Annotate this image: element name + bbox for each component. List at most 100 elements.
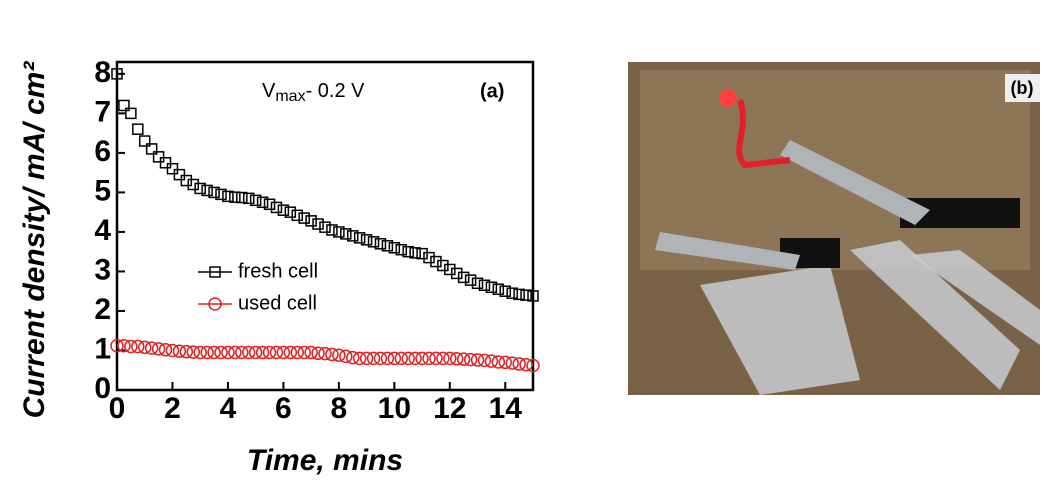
x-tick-label: 14	[489, 392, 523, 425]
marker-square	[166, 162, 179, 175]
marker-circle	[456, 352, 471, 366]
marker-square	[194, 182, 206, 195]
x-tick-label: 12	[433, 392, 466, 425]
marker-square	[209, 266, 221, 278]
marker-square	[381, 240, 394, 252]
marker-square	[277, 204, 290, 216]
x-tick-label: 6	[275, 392, 292, 425]
marker-square	[485, 281, 498, 294]
x-axis-title: Time, mins	[247, 444, 403, 477]
marker-circle	[477, 353, 492, 368]
marker-circle	[144, 341, 159, 355]
marker-circle	[387, 351, 402, 366]
marker-circle	[235, 345, 249, 360]
electrode-strip	[850, 240, 1020, 390]
panel-label: (a)	[480, 80, 504, 102]
annotation-part: max	[275, 88, 305, 105]
marker-circle	[373, 351, 388, 366]
marker-circle	[512, 357, 526, 371]
y-tick-label: 1	[94, 332, 111, 365]
marker-square	[118, 99, 130, 112]
marker-circle	[200, 345, 214, 360]
marker-circle	[359, 351, 374, 366]
marker-square	[256, 196, 269, 209]
clip	[780, 140, 930, 225]
marker-square	[291, 209, 304, 222]
marker-square	[416, 247, 428, 260]
y-tick-label: 3	[94, 253, 111, 286]
marker-square	[395, 243, 408, 256]
marker-circle	[207, 345, 221, 360]
marker-square	[138, 135, 151, 147]
marker-square	[478, 279, 491, 292]
marker-square	[499, 285, 512, 297]
marker-square	[159, 157, 172, 169]
marker-circle	[484, 354, 499, 368]
marker-square	[145, 143, 158, 155]
y-tick-label: 7	[94, 95, 111, 128]
annotation-part: V	[262, 80, 276, 102]
marker-circle	[276, 345, 291, 360]
marker-square	[326, 224, 338, 236]
marker-circle	[332, 348, 346, 362]
marker-circle	[179, 344, 194, 359]
marker-square	[374, 238, 387, 250]
marker-circle	[214, 345, 228, 360]
marker-circle	[290, 345, 305, 360]
plot-frame	[115, 60, 535, 392]
marker-square	[284, 206, 297, 218]
marker-square	[402, 245, 414, 258]
y-tick-label: 5	[94, 174, 111, 207]
marker-square	[437, 259, 449, 272]
marker-circle	[339, 349, 353, 364]
x-tick-label: 8	[331, 392, 348, 425]
legend-label: used cell	[238, 292, 317, 314]
marker-square	[319, 221, 331, 233]
marker-square	[464, 274, 477, 286]
marker-circle	[422, 351, 436, 366]
marker-square	[409, 247, 421, 259]
marker-circle	[297, 345, 311, 360]
marker-square	[173, 168, 186, 181]
marker-square	[360, 234, 373, 246]
marker-square	[353, 232, 366, 244]
marker-circle	[366, 351, 381, 366]
marker-circle	[241, 345, 256, 360]
marker-circle	[248, 345, 263, 360]
marker-circle	[470, 353, 485, 367]
marker-square	[222, 190, 234, 203]
marker-circle	[505, 356, 519, 370]
marker-circle	[124, 339, 138, 354]
marker-circle	[151, 342, 166, 356]
marker-square	[333, 226, 345, 238]
marker-square	[367, 236, 380, 248]
marker-circle	[519, 357, 533, 372]
y-tick-label: 4	[94, 214, 111, 247]
marker-square	[430, 255, 442, 268]
marker-circle	[137, 340, 152, 355]
marker-circle	[345, 350, 360, 365]
marker-circle	[208, 297, 222, 311]
marker-square	[444, 263, 456, 276]
marker-square	[180, 174, 193, 187]
marker-circle	[352, 351, 367, 366]
marker-square	[520, 289, 532, 301]
marker-square	[236, 191, 248, 204]
marker-circle	[436, 351, 450, 366]
photo: (b)	[628, 62, 1040, 395]
marker-circle	[221, 345, 235, 360]
marker-square	[527, 290, 539, 302]
marker-square	[298, 212, 310, 224]
marker-square	[457, 271, 470, 284]
marker-circle	[186, 345, 201, 359]
y-tick-label: 2	[94, 293, 111, 326]
marker-circle	[318, 346, 332, 361]
x-tick-label: 0	[109, 392, 126, 425]
marker-square	[450, 267, 463, 280]
marker-circle	[228, 345, 242, 360]
marker-circle	[304, 345, 318, 360]
marker-square	[263, 198, 276, 211]
annotation-part: - 0.2 V	[306, 80, 366, 102]
electrode-strip	[910, 250, 1040, 345]
marker-circle	[283, 345, 298, 360]
